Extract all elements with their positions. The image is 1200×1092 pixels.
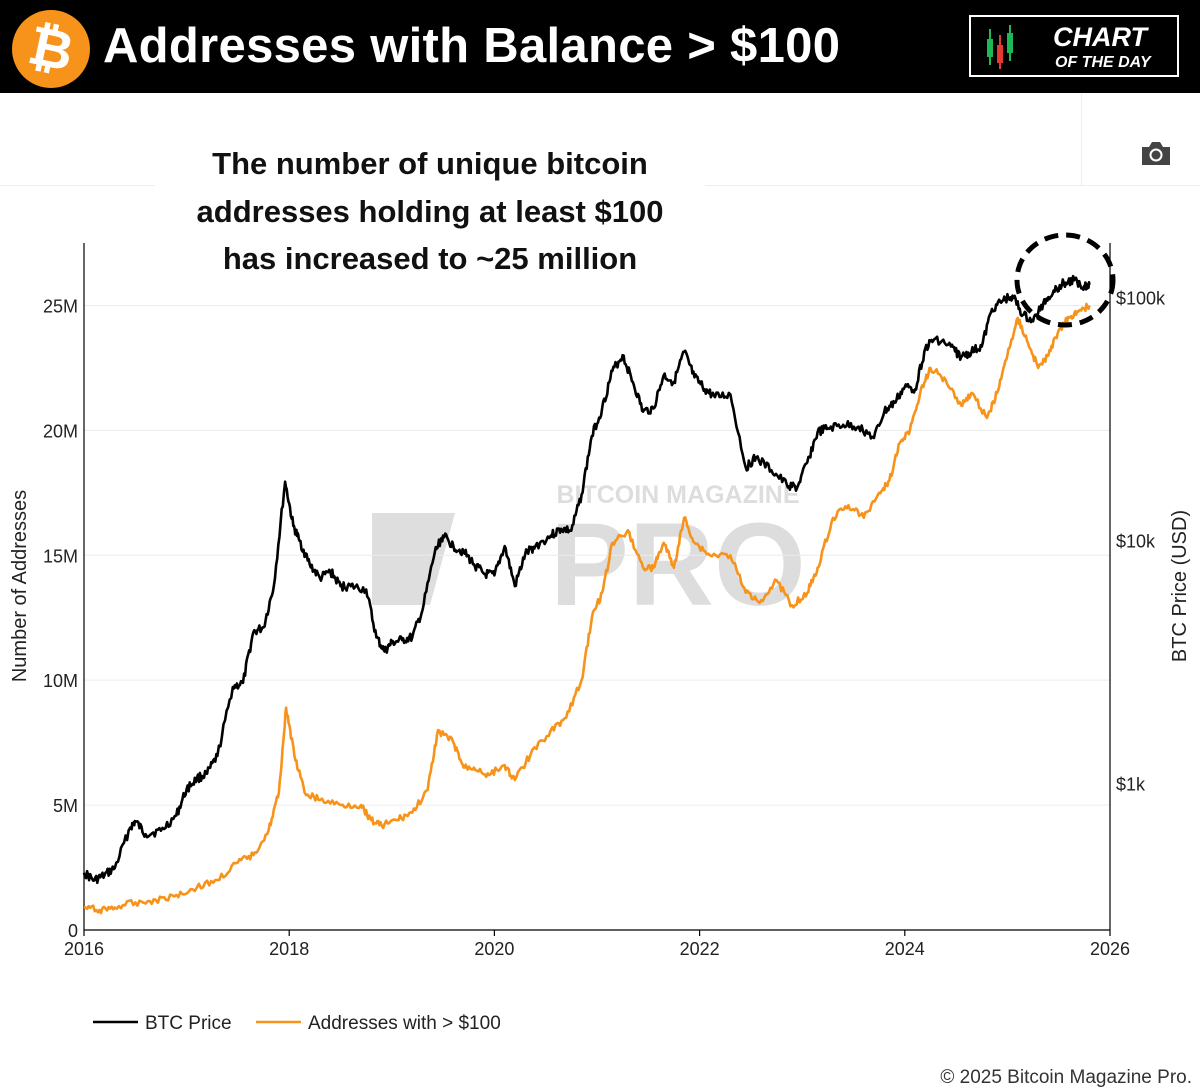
title-bar: ₿ Addresses with Balance > $100 CHART OF… <box>0 0 1200 93</box>
annotation-line-3: has increased to ~25 million <box>222 241 638 276</box>
candlestick-icon <box>987 25 1013 69</box>
badge-line2: OF THE DAY <box>1055 54 1151 71</box>
y-left-tick-label: 15M <box>43 546 78 566</box>
watermark-main: PRO <box>550 499 806 631</box>
y-left-tick-label: 25M <box>43 296 78 316</box>
badge-line1: CHART <box>1053 22 1147 52</box>
highlight-circle <box>1014 232 1116 328</box>
legend-label-btc: BTC Price <box>145 1013 232 1034</box>
annotation-box <box>155 140 705 280</box>
y-right-tick-label: $1k <box>1116 775 1146 795</box>
x-axis-ticks: 2016 2018 2020 2022 2024 2026 <box>64 930 1130 959</box>
y-left-tick-label: 20M <box>43 421 78 441</box>
x-tick-label: 2022 <box>680 939 720 959</box>
chart-of-the-day-badge: CHART OF THE DAY <box>969 15 1179 77</box>
legend: BTC Price Addresses with > $100 <box>93 1013 501 1034</box>
annotation-line-1: The number of unique bitcoin <box>212 146 648 181</box>
y-axis-right-ticks: $1k $10k $100k <box>1116 289 1166 795</box>
x-tick-label: 2024 <box>885 939 925 959</box>
series-line-btc-price <box>82 274 1091 885</box>
y-left-tick-label: 0 <box>68 921 78 941</box>
watermark: BITCOIN MAGAZINE PRO <box>372 481 806 631</box>
gridlines <box>84 304 1110 806</box>
y-right-tick-label: $10k <box>1116 532 1156 552</box>
axes <box>83 243 1111 931</box>
x-tick-label: 2026 <box>1090 939 1130 959</box>
y-axis-right-label: BTC Price (USD) <box>1169 510 1191 662</box>
watermark-top: BITCOIN MAGAZINE <box>556 481 799 509</box>
x-tick-label: 2018 <box>269 939 309 959</box>
x-tick-label: 2020 <box>474 939 514 959</box>
annotation-line-2: addresses holding at least $100 <box>196 194 664 229</box>
y-left-tick-label: 5M <box>53 796 78 816</box>
page-title: Addresses with Balance > $100 <box>103 19 841 73</box>
x-tick-label: 2016 <box>64 939 104 959</box>
bitcoin-logo-icon: ₿ <box>12 10 90 88</box>
legend-label-addresses: Addresses with > $100 <box>308 1013 501 1034</box>
y-right-tick-label: $100k <box>1116 289 1166 309</box>
copyright: © 2025 Bitcoin Magazine Pro. <box>940 1067 1192 1088</box>
camera-icon[interactable] <box>1140 140 1172 166</box>
y-left-tick-label: 10M <box>43 671 78 691</box>
series-line-addresses <box>83 302 1091 915</box>
toolbar-divider <box>1081 93 1082 185</box>
y-axis-left-label: Number of Addresses <box>9 490 31 682</box>
y-axis-left-ticks: 0 5M 10M 15M 20M 25M <box>43 296 78 941</box>
